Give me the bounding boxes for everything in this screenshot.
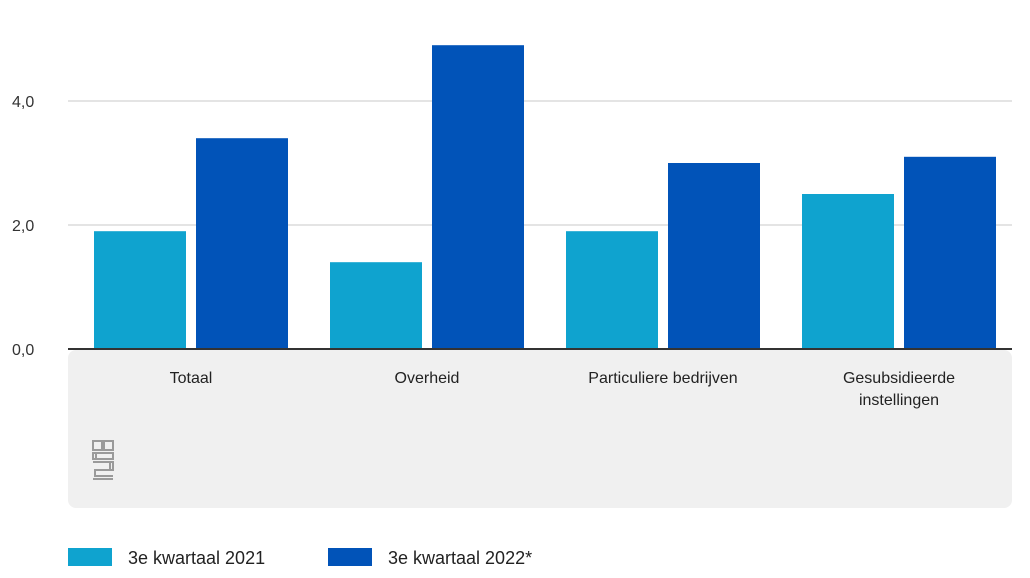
bar — [904, 156, 996, 349]
y-tick-label: 2,0 — [12, 218, 34, 235]
category-panel — [68, 350, 1012, 508]
bar — [94, 231, 186, 349]
legend: 3e kwartaal 2021 3e kwartaal 2022* — [68, 548, 532, 568]
legend-label: 3e kwartaal 2022* — [388, 548, 532, 568]
x-tick-label: Particuliere bedrijven — [588, 370, 737, 387]
x-tick-label: Totaal — [170, 370, 213, 387]
cbs-logo-icon — [92, 440, 114, 480]
bar — [802, 194, 894, 349]
bars — [94, 45, 996, 349]
y-tick-label: 0,0 — [12, 342, 34, 359]
y-axis-ticks: 0,0 2,0 4,0 — [12, 94, 34, 359]
x-tick-label: Gesubsidieerde — [843, 370, 955, 387]
category-labels: Totaal Overheid Particuliere bedrijven Gesu… — [170, 370, 955, 409]
legend-label: 3e kwartaal 2021 — [128, 548, 265, 568]
legend-swatch — [328, 548, 372, 566]
legend-swatch — [68, 548, 112, 566]
bar — [432, 45, 524, 349]
x-tick-label: Overheid — [395, 370, 460, 387]
bar — [196, 138, 288, 349]
bar — [566, 231, 658, 349]
bar — [330, 262, 422, 349]
bar — [668, 163, 760, 349]
x-tick-label: instellingen — [859, 392, 939, 409]
y-tick-label: 4,0 — [12, 94, 34, 111]
